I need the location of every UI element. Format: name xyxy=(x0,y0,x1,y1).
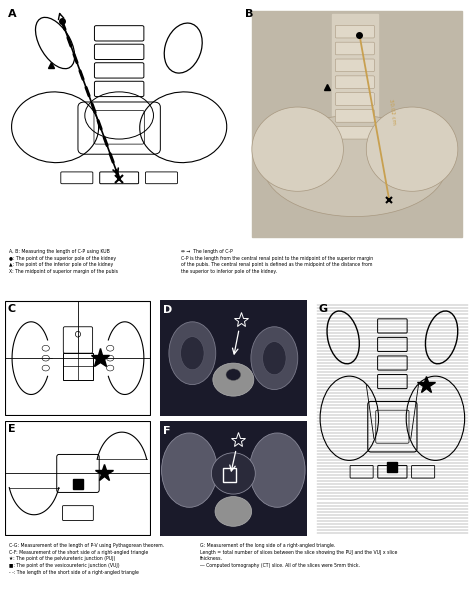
FancyBboxPatch shape xyxy=(336,76,374,89)
Ellipse shape xyxy=(252,107,343,191)
Ellipse shape xyxy=(251,327,298,390)
Text: C-G: Measurement of the length of P-V using Pythagorean theorem.
C-F: Measuremen: C-G: Measurement of the length of P-V us… xyxy=(9,543,164,575)
Bar xyxy=(223,468,236,482)
FancyBboxPatch shape xyxy=(336,93,374,105)
Text: G: Measurement of the long side of a right-angled triangle.
Length = total numbe: G: Measurement of the long side of a rig… xyxy=(200,543,397,568)
Ellipse shape xyxy=(169,322,216,384)
Ellipse shape xyxy=(181,337,204,369)
Text: C: C xyxy=(8,303,16,314)
FancyBboxPatch shape xyxy=(336,42,374,55)
Text: E: E xyxy=(8,424,15,434)
Text: D: D xyxy=(163,305,172,315)
Bar xyxy=(332,14,378,183)
FancyBboxPatch shape xyxy=(336,109,374,122)
Ellipse shape xyxy=(162,433,217,508)
FancyBboxPatch shape xyxy=(336,126,374,139)
Ellipse shape xyxy=(211,453,255,494)
FancyBboxPatch shape xyxy=(336,59,374,71)
Ellipse shape xyxy=(226,369,241,380)
Text: B: B xyxy=(245,10,254,19)
FancyBboxPatch shape xyxy=(336,26,374,38)
Text: F: F xyxy=(163,425,171,436)
Text: A: A xyxy=(8,10,17,19)
Ellipse shape xyxy=(213,363,254,396)
Text: 30.02 cm: 30.02 cm xyxy=(388,99,397,126)
Ellipse shape xyxy=(263,342,286,375)
Ellipse shape xyxy=(264,115,447,217)
Ellipse shape xyxy=(215,497,252,527)
Ellipse shape xyxy=(366,107,458,191)
Text: ⇔ →  The length of C-P
C-P is the length from the central renal point to the mid: ⇔ → The length of C-P C-P is the length … xyxy=(181,249,374,274)
Ellipse shape xyxy=(249,433,305,508)
Text: A, B: Measuring the length of C-P using KUB
●: The point of the superior pole of: A, B: Measuring the length of C-P using … xyxy=(9,249,119,274)
Bar xyxy=(64,353,92,380)
Text: G: G xyxy=(319,303,328,314)
